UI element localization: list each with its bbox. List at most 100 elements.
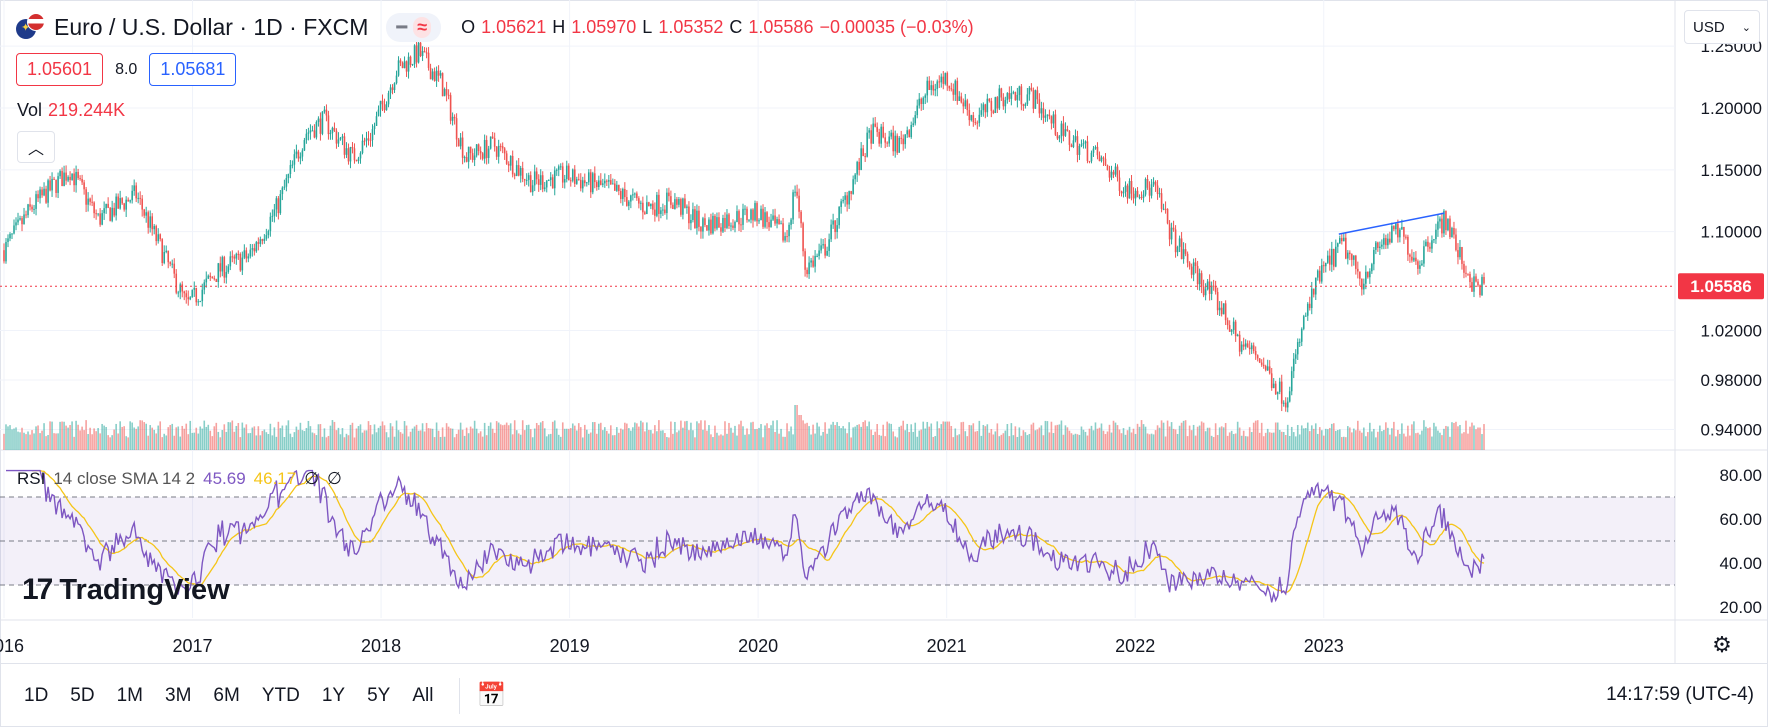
volume-bar <box>1160 420 1163 450</box>
timeframe-5d[interactable]: 5D <box>70 684 95 706</box>
volume-bar <box>1282 431 1285 450</box>
volume-bar <box>1401 423 1403 450</box>
candle-body <box>1423 246 1425 264</box>
candle-body <box>1296 342 1299 355</box>
volume-bar <box>1054 425 1057 450</box>
volume-bar <box>684 421 686 450</box>
go-to-date-icon[interactable]: 📅 <box>476 682 507 709</box>
rsi-legend[interactable]: RSI 14 close SMA 14 2 45.69 46.17 ∅ ∅ <box>17 469 342 489</box>
volume-bar <box>1367 432 1369 450</box>
minus-icon[interactable]: ━ <box>396 16 408 37</box>
symbol-title[interactable]: Euro / U.S. Dollar · 1D · FXCM <box>54 13 369 40</box>
candle-body <box>904 134 907 145</box>
candle-body <box>1114 166 1117 175</box>
volume-bar <box>19 432 21 450</box>
volume-bar <box>1308 431 1311 450</box>
candle-body <box>1369 271 1371 278</box>
candle-body <box>644 212 646 214</box>
volume-bar <box>371 434 374 450</box>
volume-bar <box>59 421 61 450</box>
chart-style-pill[interactable]: ━ ≈ <box>386 12 442 42</box>
candle-body <box>1140 197 1143 199</box>
timeframe-1y[interactable]: 1Y <box>321 684 346 706</box>
volume-bar <box>199 426 202 450</box>
volume-bar <box>736 435 738 450</box>
collapse-legend-button[interactable]: ︿ <box>17 131 55 163</box>
candle-body <box>1371 264 1373 272</box>
volume-bar <box>495 421 498 450</box>
volume-bar <box>1048 432 1051 450</box>
volume-bar <box>818 426 820 450</box>
candle-body <box>447 94 450 96</box>
candle-body <box>614 183 616 191</box>
volume-bar <box>1328 427 1331 450</box>
volume-bar <box>251 427 254 450</box>
volume-bar <box>135 428 137 450</box>
candle-body <box>287 173 290 179</box>
volume-bar <box>295 426 298 450</box>
candle-body <box>141 198 143 210</box>
candle-body <box>397 60 400 76</box>
timeframe-1d[interactable]: 1D <box>24 684 49 706</box>
rsi-axis-label: 60.00 <box>1719 510 1762 529</box>
volume-bar <box>1058 424 1061 450</box>
candle-body <box>537 179 540 185</box>
candle-body <box>59 171 61 177</box>
volume-bar <box>702 429 704 450</box>
candle-body <box>1022 104 1025 106</box>
tradingview-logo[interactable]: 17 TradingView <box>22 573 230 607</box>
currency-select[interactable]: USD ⌄ <box>1684 10 1760 44</box>
timeframe-1m[interactable]: 1M <box>116 684 143 706</box>
volume-legend[interactable]: Vol 219.244K <box>17 100 125 121</box>
timeframe-3m[interactable]: 3M <box>165 684 192 706</box>
timeframe-6m[interactable]: 6M <box>213 684 240 706</box>
volume-bar <box>1112 420 1115 450</box>
candle-body <box>1306 303 1309 316</box>
time-axis-settings-icon[interactable]: ⚙ <box>1712 632 1732 657</box>
timeframe-ytd[interactable]: YTD <box>261 684 300 706</box>
candle-body <box>71 173 73 180</box>
volume-bar <box>1018 427 1021 450</box>
volume-bar <box>457 429 460 450</box>
volume-bar <box>471 428 474 450</box>
candle-body <box>1343 237 1345 242</box>
volume-bar <box>561 422 564 450</box>
candle-body <box>509 155 512 166</box>
candle-body <box>457 139 460 147</box>
candle-body <box>612 183 614 185</box>
volume-bar <box>581 437 584 450</box>
timeframe-all[interactable]: All <box>412 684 434 706</box>
candle-body <box>1016 94 1019 101</box>
candle-body <box>1324 262 1327 267</box>
volume-bar <box>858 424 860 450</box>
volume-bar <box>365 430 368 450</box>
volume-bar <box>912 431 915 450</box>
volume-bar <box>313 433 316 450</box>
volume-bar <box>1473 425 1475 450</box>
candle-body <box>788 224 790 237</box>
clock-timezone[interactable]: 14:17:59 (UTC-4) <box>1606 684 1754 705</box>
volume-bar <box>281 425 284 450</box>
volume-bar <box>525 425 528 450</box>
buy-price-button[interactable]: 1.05681 <box>149 53 237 86</box>
sell-price-button[interactable]: 1.05601 <box>16 53 104 86</box>
tradingview-mark-icon: 17 <box>22 573 53 606</box>
candle-body <box>1242 344 1245 347</box>
timeframe-5y[interactable]: 5Y <box>367 684 391 706</box>
candle-body <box>1322 265 1325 267</box>
volume-bar <box>798 415 800 450</box>
candle-body <box>21 218 23 225</box>
candle-body <box>1000 88 1003 98</box>
candle-body <box>521 167 524 180</box>
volume-bar <box>1190 430 1193 450</box>
candle-body <box>916 105 919 116</box>
volume-bar <box>766 423 768 450</box>
volume-bar <box>1349 427 1351 450</box>
volume-bar <box>531 437 534 450</box>
wave-icon[interactable]: ≈ <box>413 16 432 38</box>
candle-body <box>934 88 937 91</box>
volume-bar <box>481 436 484 450</box>
volume-bar <box>1224 423 1227 450</box>
candle-body <box>551 177 554 189</box>
